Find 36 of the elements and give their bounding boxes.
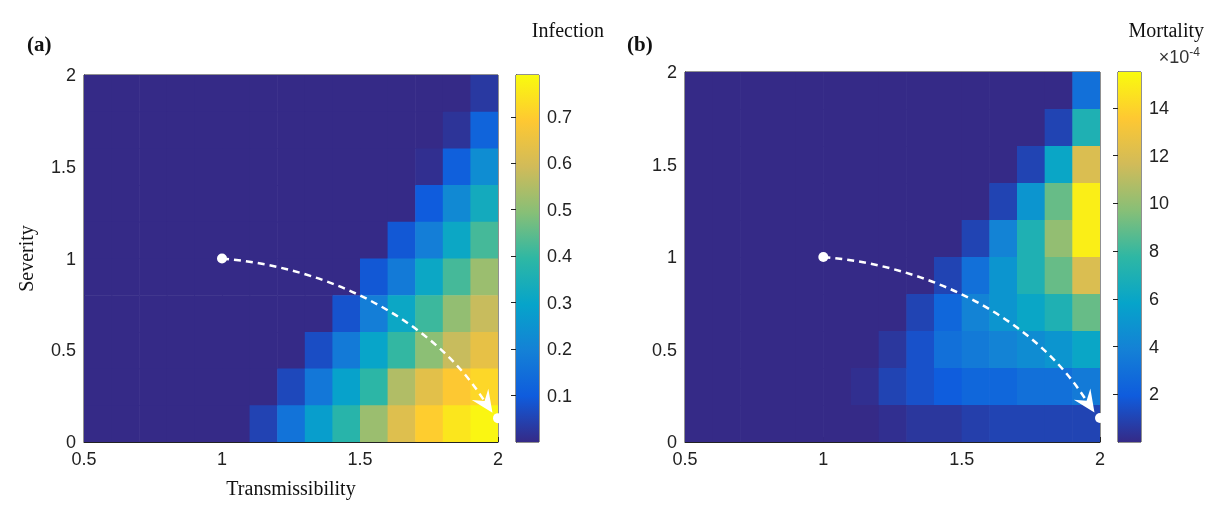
chart-title: (b) — [627, 31, 653, 56]
color-bar-label: 0.3 — [547, 292, 573, 313]
y-tick-label: 2 — [666, 62, 677, 82]
color-bar-label: 4 — [1149, 336, 1160, 357]
color-bar-label: 6 — [1149, 288, 1160, 309]
x-tick-label: 1 — [216, 449, 228, 469]
color-bar-label: 0.5 — [547, 199, 573, 220]
color-bar-label: 0.1 — [547, 385, 573, 406]
y-tick-label: 0 — [666, 432, 677, 452]
y-tick-label: 0.5 — [651, 339, 677, 360]
x-axis-title: Transmissibility — [226, 477, 356, 500]
y-tick-label: 1.5 — [50, 156, 76, 177]
x-tick-label: 1.5 — [347, 449, 373, 469]
x-tick-label: 2 — [492, 449, 504, 469]
color-bar-label: 14 — [1149, 97, 1170, 118]
y-tick-label: 0 — [65, 432, 76, 452]
x-tick-label: 1.5 — [949, 449, 975, 469]
chart-title: (a) — [27, 31, 52, 56]
x-tick-label: 1 — [818, 449, 829, 469]
color-bar-label: 10 — [1149, 193, 1170, 214]
color-bar-label: 0.6 — [547, 153, 573, 174]
color-bar-title: Infection — [531, 19, 604, 41]
y-tick-label: 0.5 — [50, 340, 76, 361]
y-tick-label: 1.5 — [651, 154, 677, 175]
color-bar-label: 0.4 — [547, 246, 573, 267]
y-tick-label: 2 — [65, 65, 76, 85]
color-bar-label: 2 — [1149, 384, 1160, 405]
color-bar-label: 8 — [1149, 241, 1160, 262]
color-bar-title: Mortality — [1128, 19, 1204, 42]
y-tick-label: 1 — [666, 247, 677, 267]
color-bar-label: 12 — [1149, 145, 1170, 166]
x-tick-label: 2 — [1094, 449, 1106, 469]
color-bar-label: 0.2 — [547, 339, 573, 360]
y-axis-title: Severity — [15, 225, 38, 292]
y-tick-label: 1 — [65, 248, 76, 269]
color-bar-label: 0.7 — [547, 106, 573, 127]
